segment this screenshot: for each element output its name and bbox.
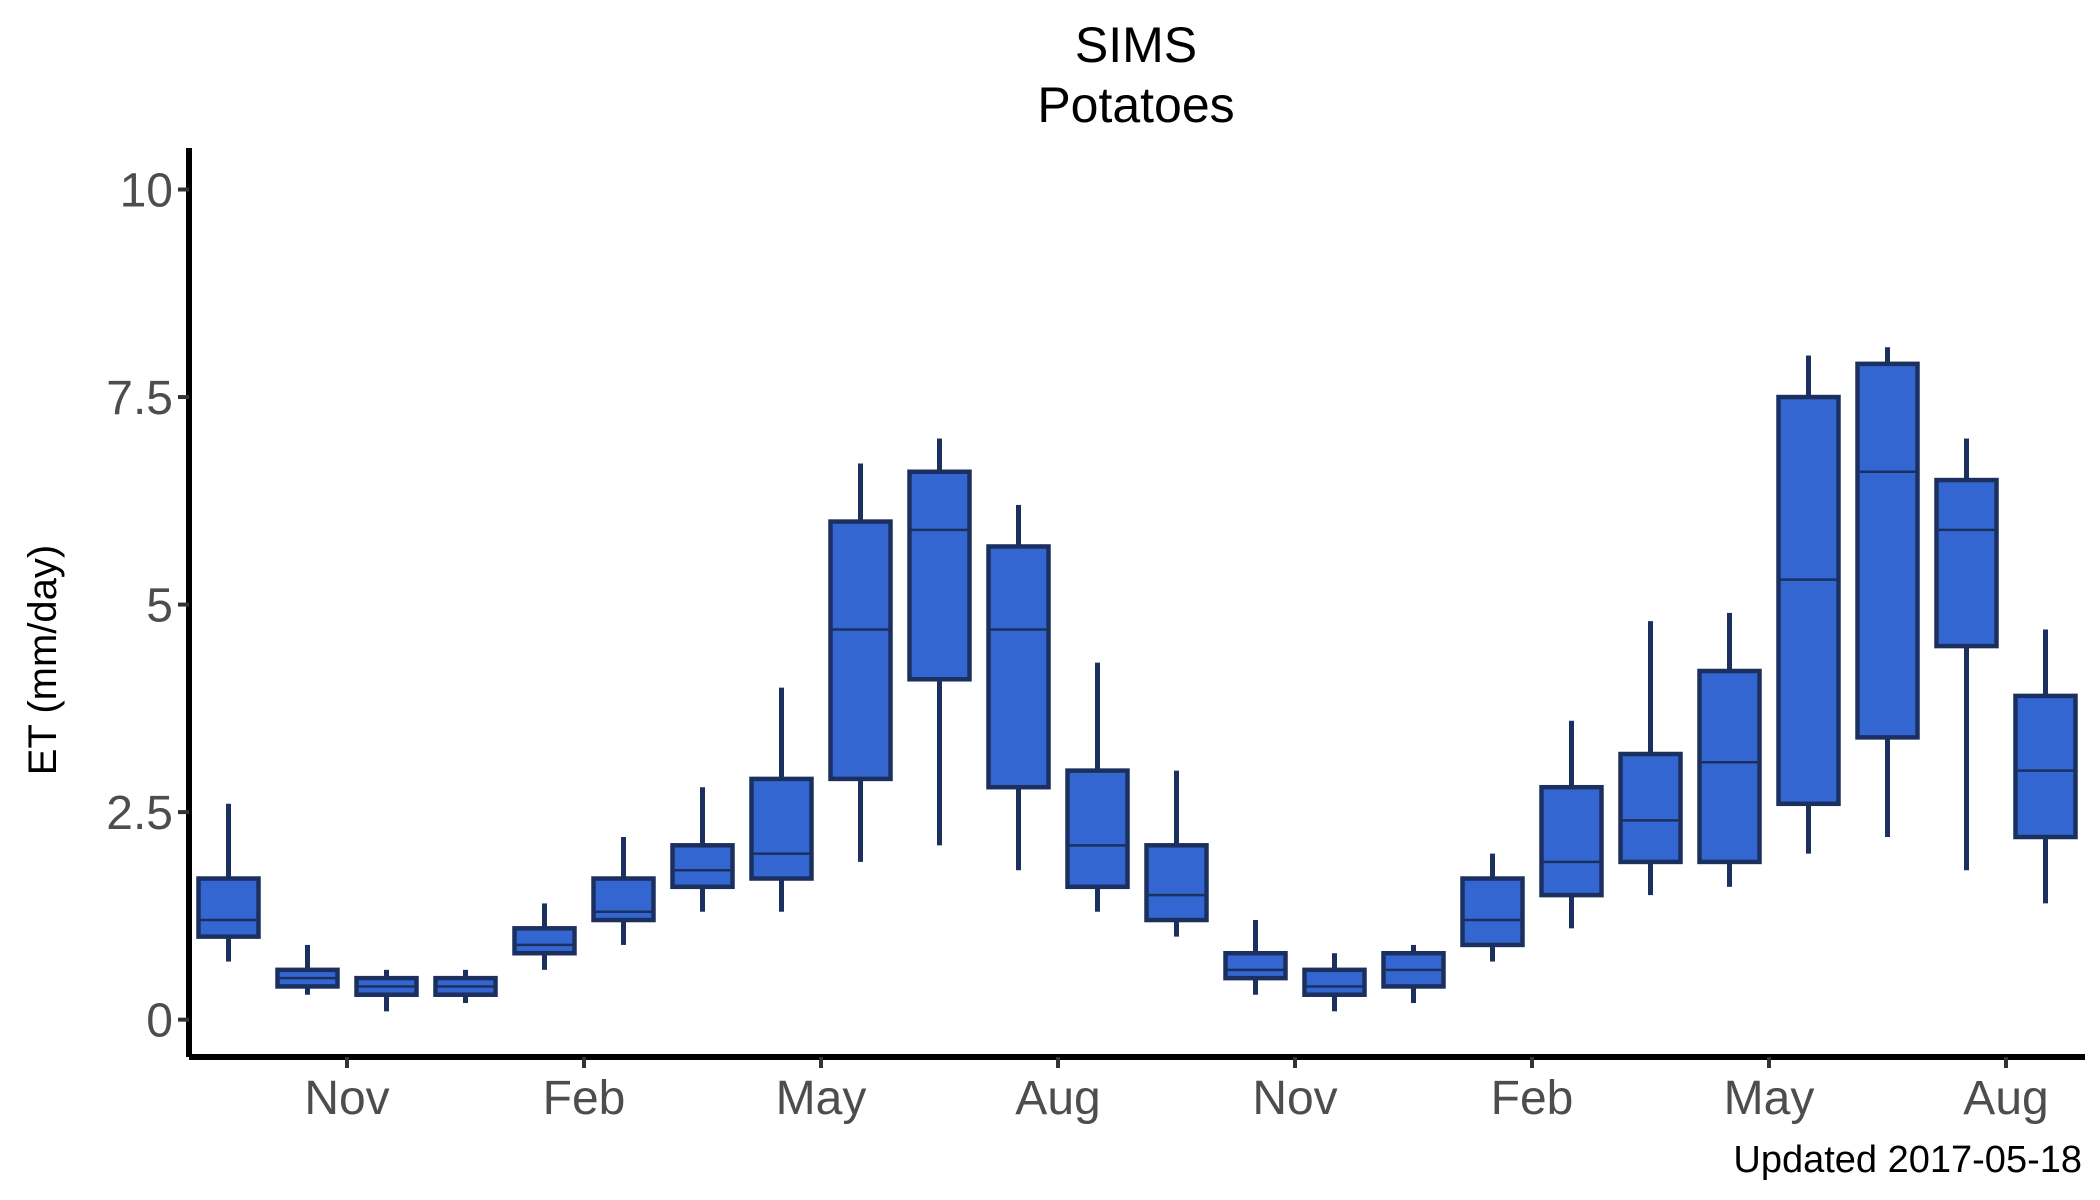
chart-caption: Updated 2017-05-18 (1733, 1139, 2082, 1181)
y-tick-label-4: 10 (120, 165, 173, 218)
box-23 (1934, 438, 1999, 871)
x-tick-label-4: Nov (1252, 1072, 1337, 1125)
box-15 (1302, 953, 1367, 1012)
box-20 (1697, 612, 1762, 887)
box-22-iqr (1855, 361, 1920, 740)
box-8 (749, 687, 814, 912)
box-7-iqr (670, 843, 735, 890)
box-3 (354, 969, 419, 1012)
x-tick-label-0: Nov (304, 1072, 389, 1125)
box-13-iqr (1144, 843, 1209, 923)
box-23-iqr (1934, 477, 1999, 649)
box-11-iqr (986, 544, 1051, 790)
box-21-iqr (1776, 394, 1841, 807)
box-19 (1618, 621, 1683, 896)
box-1 (196, 803, 261, 962)
box-5-iqr (512, 926, 577, 956)
box-4 (433, 969, 498, 1004)
plot-area (196, 347, 2078, 1012)
x-axis: Nov Feb May Aug Nov Feb May Aug (189, 1054, 2085, 1125)
box-6 (591, 837, 656, 945)
y-tick-label-3: 7.5 (106, 372, 173, 425)
x-tick-label-5: Feb (1491, 1072, 1574, 1125)
box-18-iqr (1539, 784, 1604, 898)
x-tick-label-6: May (1724, 1072, 1815, 1125)
box-5 (512, 903, 577, 970)
box-17-iqr (1460, 876, 1525, 948)
box-16 (1381, 944, 1446, 1004)
y-tick-label-2: 5 (146, 580, 173, 633)
box-8-iqr (749, 776, 814, 881)
x-tick-label-7: Aug (1963, 1072, 2048, 1125)
box-11 (986, 504, 1051, 871)
box-2 (275, 944, 340, 995)
box-24-iqr (2013, 693, 2078, 840)
x-tick-label-2: May (776, 1072, 867, 1125)
box-10-iqr (907, 469, 972, 682)
box-9-iqr (828, 519, 893, 782)
y-tick-label-1: 2.5 (106, 787, 173, 840)
chart-subtitle: Potatoes (1037, 77, 1234, 133)
x-tick-label-3: Aug (1015, 1072, 1100, 1125)
box-21 (1776, 355, 1841, 854)
box-10 (907, 438, 972, 846)
box-9 (828, 463, 893, 862)
box-1-iqr (196, 876, 261, 939)
box-12 (1065, 662, 1130, 912)
chart-title: SIMS (1075, 17, 1197, 73)
box-18 (1539, 720, 1604, 929)
x-tick-label-1: Feb (543, 1072, 626, 1125)
box-17 (1460, 853, 1525, 962)
box-6-iqr (591, 876, 656, 923)
box-7 (670, 787, 735, 912)
y-axis-title: ET (mm/day) (21, 545, 65, 775)
box-24 (2013, 629, 2078, 904)
box-13 (1144, 770, 1209, 937)
box-15-iqr (1302, 967, 1367, 997)
box-22 (1855, 347, 1920, 838)
box-20-iqr (1697, 668, 1762, 865)
box-12-iqr (1065, 768, 1130, 890)
y-axis: 0 2.5 5 7.5 10 (106, 148, 192, 1057)
box-14-iqr (1223, 950, 1288, 981)
box-19-iqr (1618, 751, 1683, 865)
y-tick-label-0: 0 (146, 995, 173, 1048)
box-14 (1223, 920, 1288, 995)
